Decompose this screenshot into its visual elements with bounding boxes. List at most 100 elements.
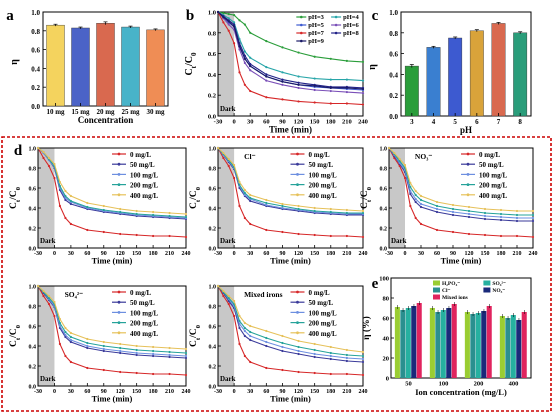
legend-label: 200 mg/L <box>309 182 338 190</box>
x-tick-label: 150 <box>310 389 319 395</box>
data-point <box>409 185 412 189</box>
series-line <box>37 285 187 359</box>
dark-region <box>38 148 55 248</box>
data-point <box>222 289 225 293</box>
legend-swatch <box>433 280 440 286</box>
data-point <box>233 14 236 17</box>
data-point <box>265 366 268 370</box>
bar <box>516 320 522 378</box>
y-tick-label: 0.4 <box>389 71 398 79</box>
data-point <box>499 234 503 238</box>
data-point <box>249 196 252 200</box>
data-point <box>435 228 439 232</box>
data-point <box>69 360 72 364</box>
chart-d2: 0.0 0.2 0.4 0.6 0.8 1.0 -30 0 30 60 90 120 150 180 210… <box>189 147 368 266</box>
data-point <box>184 373 188 377</box>
x-tick-label: 150 <box>132 389 141 395</box>
series-line <box>217 147 363 216</box>
data-point <box>345 90 348 94</box>
data-point <box>58 324 62 328</box>
x-tick-label: 150 <box>481 251 490 257</box>
data-point <box>329 345 332 349</box>
data-point <box>398 159 401 163</box>
data-point <box>184 354 188 358</box>
legend-marker <box>117 193 121 197</box>
x-tick-label: 240 <box>182 389 191 395</box>
data-point <box>297 352 300 356</box>
y-tick-label: 1.0 <box>29 147 37 153</box>
data-point <box>168 211 171 215</box>
legend-label: 50 mg/L <box>130 299 155 307</box>
legend-label: Mixed ions <box>442 295 468 301</box>
x-tick-label: -30 <box>214 389 222 395</box>
bar <box>46 24 65 107</box>
x-tick-label: 30 <box>68 251 74 257</box>
data-point <box>58 180 62 184</box>
y-tick-label: 0.0 <box>389 113 398 121</box>
data-point <box>135 344 138 348</box>
data-point <box>313 355 316 359</box>
bar <box>469 30 484 117</box>
bar <box>470 314 476 378</box>
data-point <box>184 347 188 351</box>
data-point <box>227 23 230 26</box>
data-point <box>297 81 300 84</box>
data-point <box>152 213 155 217</box>
data-point <box>42 289 45 293</box>
data-point <box>249 360 252 364</box>
bar <box>505 318 511 378</box>
data-point <box>345 348 348 352</box>
data-point <box>102 340 105 344</box>
x-tick-label: 3 <box>410 118 414 126</box>
legend-label: 400 mg/L <box>309 192 338 200</box>
legend-label: 100 mg/L <box>479 171 508 179</box>
data-point <box>64 196 67 200</box>
series-line <box>37 147 187 215</box>
series-line <box>37 147 187 218</box>
dark-region <box>389 148 405 248</box>
plot-frame <box>37 285 187 387</box>
data-point <box>152 372 155 376</box>
series-line <box>37 285 187 354</box>
data-point <box>119 370 122 374</box>
x-tick-label: 10 mg <box>46 108 65 116</box>
data-point <box>58 342 62 346</box>
data-point <box>297 345 300 349</box>
data-point <box>86 337 89 341</box>
x-tick-label: 210 <box>342 119 352 126</box>
y-tick-label: 0.2 <box>29 227 37 233</box>
x-tick-label: 60 <box>434 251 440 257</box>
data-point <box>414 193 417 197</box>
data-point <box>409 192 412 196</box>
data-point <box>64 333 67 337</box>
data-point <box>265 96 268 99</box>
data-point <box>184 212 188 216</box>
y-tick-label: 0.2 <box>208 93 216 100</box>
legend-label: 0 mg/L <box>130 151 152 159</box>
dark-label: Dark <box>40 375 56 383</box>
data-point <box>313 101 316 104</box>
data-point <box>467 215 471 219</box>
legend-label: 200 mg/L <box>130 320 159 328</box>
data-point <box>238 322 241 326</box>
plot-frame <box>37 147 187 249</box>
data-point <box>313 206 316 210</box>
data-point <box>297 207 300 211</box>
data-point <box>152 354 155 358</box>
x-tick-label: -30 <box>34 251 42 257</box>
data-point <box>515 216 519 220</box>
data-point <box>249 324 252 328</box>
data-point <box>168 372 171 376</box>
data-point <box>135 371 138 375</box>
data-point <box>297 339 300 343</box>
panel-letter: e <box>372 276 379 292</box>
data-point <box>238 19 241 22</box>
data-point <box>227 20 230 23</box>
legend-marker <box>296 311 299 314</box>
data-point <box>238 204 241 208</box>
legend-marker <box>296 152 299 156</box>
data-point <box>238 180 241 184</box>
chart-d3: 0.0 0.2 0.4 0.6 0.8 1.0 -30 0 30 60 90 120 150 180 210… <box>360 147 538 266</box>
data-point <box>58 317 62 321</box>
